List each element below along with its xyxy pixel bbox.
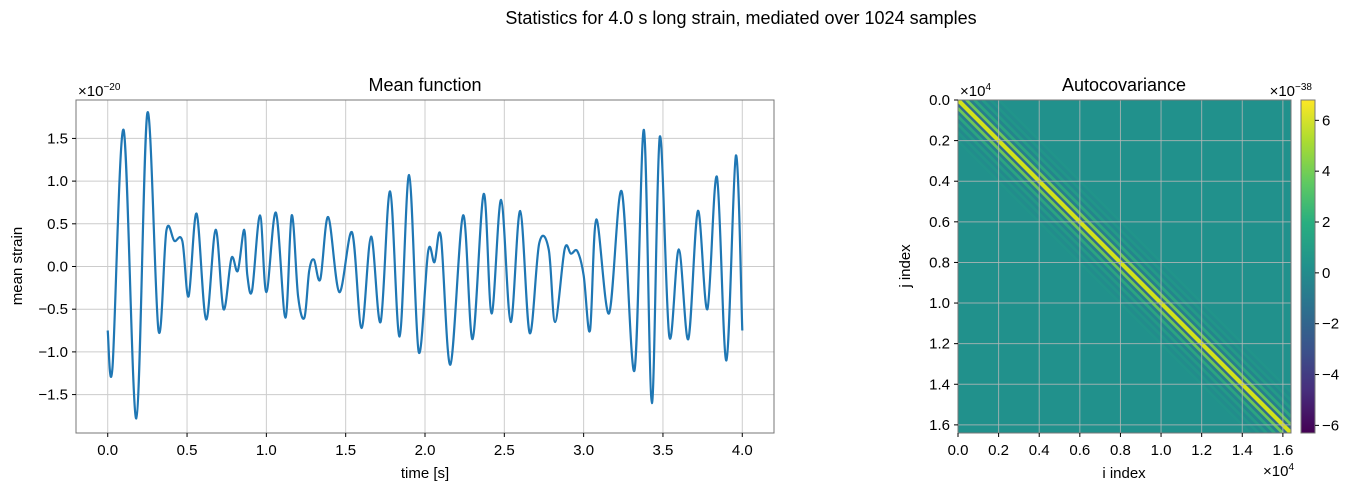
diagonal-band bbox=[958, 102, 1289, 433]
mean-strain-line bbox=[106, 111, 744, 420]
y-tick-label: 0.2 bbox=[929, 133, 950, 150]
x-tick-label: 0.0 bbox=[97, 442, 118, 459]
diagonal-band bbox=[989, 100, 1291, 402]
x-tick-label: 1.0 bbox=[256, 442, 277, 459]
diagonal-band bbox=[958, 127, 1264, 433]
heatmap-diagonal-bands bbox=[958, 100, 1291, 433]
autocovariance-title: Autocovariance bbox=[1062, 75, 1186, 95]
x-tick-label: 1.2 bbox=[1191, 442, 1212, 459]
mean-function-panel: 0.0 0.5 1.0 1.5 2.0 2.5 3.0 3.5 4.0 −1.5 −1.0 −0.5… bbox=[9, 75, 775, 482]
autocovariance-x-axis-label: i index bbox=[1102, 465, 1146, 482]
figure-suptitle: Statistics for 4.0 s long strain, mediat… bbox=[505, 8, 976, 28]
diagonal-band bbox=[958, 131, 1260, 433]
colorbar-offset-text: ×10−38 bbox=[1270, 82, 1313, 100]
x-tick-label: 0.2 bbox=[988, 442, 1009, 459]
diagonal-band bbox=[958, 100, 1291, 433]
colorbar-tick-label: 0 bbox=[1322, 265, 1330, 282]
y-tick-label: 1.6 bbox=[929, 417, 950, 434]
mean-grid bbox=[76, 100, 774, 433]
colorbar-tick-label: −2 bbox=[1322, 316, 1339, 333]
y-tick-label: −1.5 bbox=[38, 387, 68, 404]
colorbar-tick-label: 2 bbox=[1322, 214, 1330, 231]
x-tick-label: 0.5 bbox=[177, 442, 198, 459]
x-tick-label: 0.8 bbox=[1110, 442, 1131, 459]
colorbar-tick-label: −6 bbox=[1322, 417, 1339, 434]
autocovariance-y-ticks: 0.0 0.2 0.4 0.6 0.8 1.0 1.2 1.4 1.6 bbox=[929, 92, 958, 434]
diagonal-band bbox=[985, 100, 1291, 406]
mean-y-ticks: −1.5 −1.0 −0.5 0.0 0.5 1.0 1.5 bbox=[38, 130, 76, 404]
y-tick-label: 1.4 bbox=[929, 376, 950, 393]
autocovariance-x-offset-text: ×104 bbox=[1263, 462, 1294, 480]
autocovariance-panel: 0.0 0.2 0.4 0.6 0.8 1.0 1.2 1.4 1.6 0.0 0.2 0.4 0.6… bbox=[897, 75, 1339, 482]
diagonal-band bbox=[958, 111, 1280, 433]
mean-x-ticks: 0.0 0.5 1.0 1.5 2.0 2.5 3.0 3.5 4.0 bbox=[97, 433, 753, 459]
mean-plot-title: Mean function bbox=[368, 75, 481, 95]
mean-offset-text: ×10−20 bbox=[78, 82, 121, 100]
diagonal-band bbox=[960, 100, 1291, 431]
mean-y-axis-label: mean strain bbox=[9, 227, 26, 305]
y-tick-label: 1.0 bbox=[47, 173, 68, 190]
diagonal-band bbox=[958, 119, 1272, 433]
diagonal-band bbox=[977, 100, 1291, 414]
y-tick-label: 0.8 bbox=[929, 254, 950, 271]
x-tick-label: 1.0 bbox=[1151, 442, 1172, 459]
y-tick-label: 0.6 bbox=[929, 214, 950, 231]
x-tick-label: 3.5 bbox=[653, 442, 674, 459]
x-tick-label: 0.4 bbox=[1029, 442, 1050, 459]
x-tick-label: 2.5 bbox=[494, 442, 515, 459]
diagonal-band bbox=[958, 123, 1268, 433]
y-tick-label: 0.0 bbox=[47, 259, 68, 276]
diagonal-band bbox=[958, 115, 1276, 433]
colorbar bbox=[1300, 99, 1316, 434]
colorbar-ticks: −6 −4 −2 0 2 4 6 bbox=[1315, 112, 1339, 434]
diagonal-band bbox=[958, 135, 1256, 433]
y-tick-label: 0.4 bbox=[929, 173, 950, 190]
x-tick-label: 1.6 bbox=[1272, 442, 1293, 459]
y-tick-label: −1.0 bbox=[38, 344, 68, 361]
mean-x-axis-label: time [s] bbox=[401, 465, 449, 482]
colorbar-tick-label: −4 bbox=[1322, 367, 1339, 384]
autocovariance-heatmap bbox=[958, 100, 1291, 433]
y-tick-label: 1.2 bbox=[929, 336, 950, 353]
colorbar-tick-label: 4 bbox=[1322, 163, 1330, 180]
diagonal-band bbox=[981, 100, 1291, 410]
y-tick-label: 1.0 bbox=[929, 295, 950, 312]
x-tick-label: 1.5 bbox=[335, 442, 356, 459]
autocovariance-y-axis-label: j index bbox=[897, 244, 914, 289]
autocovariance-grid bbox=[958, 100, 1291, 433]
x-tick-label: 0.0 bbox=[948, 442, 969, 459]
diagonal-band bbox=[993, 100, 1291, 398]
heatmap-frame bbox=[957, 99, 1292, 434]
y-tick-label: 0.0 bbox=[929, 92, 950, 109]
autocovariance-y-offset-text: ×104 bbox=[960, 82, 991, 100]
y-tick-label: −0.5 bbox=[38, 301, 68, 318]
x-tick-label: 4.0 bbox=[732, 442, 753, 459]
colorbar-tick-label: 6 bbox=[1322, 112, 1330, 129]
diagonal-band bbox=[973, 100, 1291, 418]
y-tick-label: 0.5 bbox=[47, 216, 68, 233]
autocovariance-x-ticks: 0.0 0.2 0.4 0.6 0.8 1.0 1.2 1.4 1.6 bbox=[948, 433, 1293, 459]
y-tick-label: 1.5 bbox=[47, 130, 68, 147]
x-tick-label: 2.0 bbox=[415, 442, 436, 459]
x-tick-label: 0.6 bbox=[1069, 442, 1090, 459]
x-tick-label: 3.0 bbox=[573, 442, 594, 459]
diagonal-band bbox=[969, 100, 1291, 422]
x-tick-label: 1.4 bbox=[1232, 442, 1253, 459]
